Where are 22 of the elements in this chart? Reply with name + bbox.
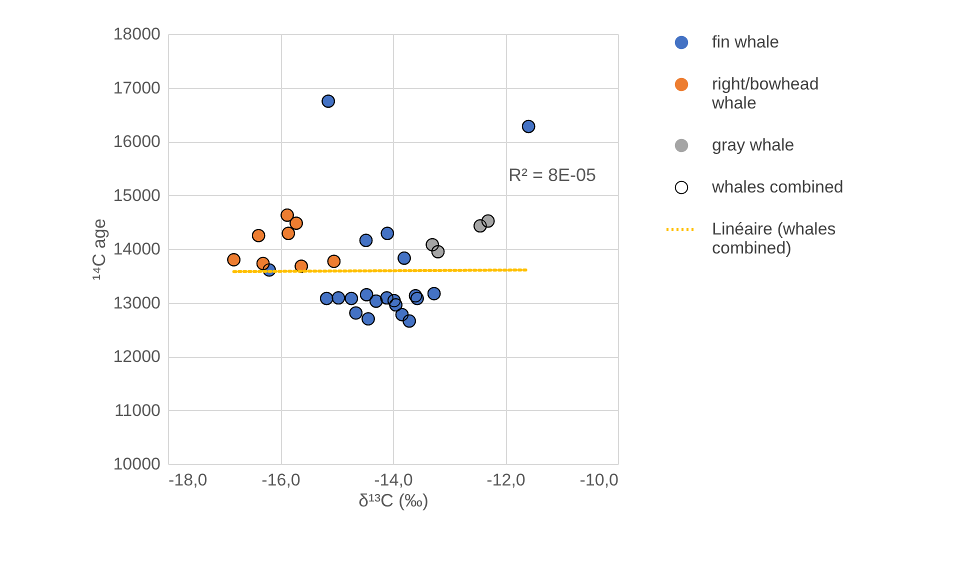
y-axis-title: ¹⁴C age bbox=[89, 218, 110, 280]
x-tick-label: -14,0 bbox=[374, 470, 413, 490]
y-tick-label: 12000 bbox=[113, 347, 160, 366]
x-axis-title: δ¹³C (‰) bbox=[358, 490, 428, 510]
y-tick-label: 10000 bbox=[113, 454, 160, 474]
legend-label: right/bowhead whale bbox=[711, 74, 819, 112]
y-tick-label: 13000 bbox=[113, 293, 160, 312]
y-tick-label: 17000 bbox=[113, 78, 160, 98]
legend-label: whales combined bbox=[711, 178, 844, 196]
legend-label: fin whale bbox=[712, 32, 780, 52]
y-tick-label: 18000 bbox=[113, 24, 160, 44]
x-tick-label: -12,0 bbox=[486, 470, 526, 490]
x-tick-label: -10,0 bbox=[580, 470, 618, 490]
y-tick-label: 16000 bbox=[113, 132, 160, 151]
annotation: R² = 8E-05 bbox=[508, 165, 596, 185]
x-tick-label: -16,0 bbox=[262, 470, 300, 490]
x-tick-label: -18,0 bbox=[168, 470, 208, 490]
legend-label: gray whale bbox=[712, 136, 794, 154]
legend-label: Linéaire (whales combined) bbox=[712, 220, 836, 258]
y-tick-label: 15000 bbox=[113, 186, 160, 205]
y-tick-label: 11000 bbox=[114, 400, 160, 420]
y-tick-label: 14000 bbox=[113, 240, 160, 258]
